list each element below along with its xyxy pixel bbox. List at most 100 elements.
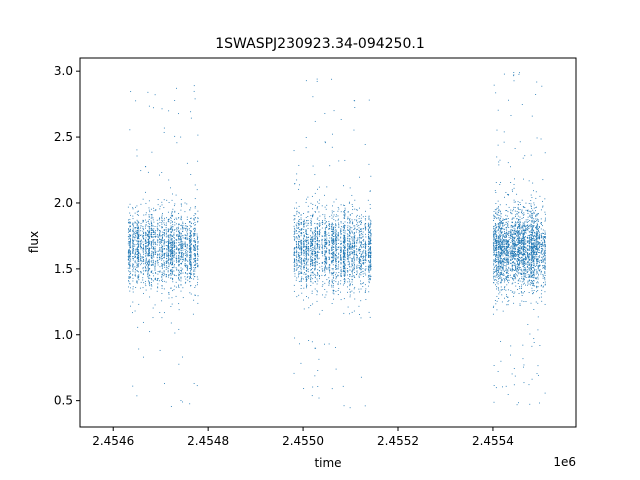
data-point [145,261,147,263]
data-point [189,261,191,263]
data-point [349,284,351,286]
data-point [324,282,326,284]
data-point [340,240,342,242]
data-point [314,254,316,256]
data-point [194,242,196,243]
data-point [197,282,198,284]
data-point [189,246,191,248]
data-point [368,279,370,281]
data-point [182,261,184,263]
data-point [301,232,303,234]
data-point [190,267,192,269]
data-point [149,226,151,228]
data-point [322,270,324,272]
data-point [342,261,344,263]
data-point [358,232,360,234]
data-point [331,133,333,135]
data-point [182,244,184,246]
data-point [360,288,362,290]
data-point [154,231,156,233]
data-point [298,242,299,244]
data-point [175,295,177,297]
data-point [312,271,314,273]
data-point [178,235,180,237]
data-point [358,227,360,229]
data-point [326,279,328,281]
data-point [305,247,307,249]
data-point [495,182,497,183]
data-point [351,204,353,206]
data-point [163,260,165,262]
data-point [180,244,182,245]
data-point [499,245,501,247]
data-point [161,201,163,203]
data-point [142,232,144,234]
data-point [321,235,323,237]
data-point [161,259,163,261]
data-point [329,243,331,245]
data-point [155,272,156,274]
data-point [140,246,142,247]
data-point [175,194,177,196]
data-point [161,271,163,273]
data-point [298,219,300,220]
data-point [174,242,176,244]
data-point [328,256,330,258]
data-point [370,249,371,250]
data-point [189,245,190,247]
data-point [318,397,320,399]
data-point [343,211,345,212]
data-point [342,222,344,224]
data-point [324,232,326,234]
data-point [298,265,300,267]
data-point [130,259,132,261]
data-point [305,241,307,242]
data-point [335,239,337,241]
data-point [140,248,142,250]
data-point [495,261,497,263]
data-point [127,252,129,254]
data-point [368,269,370,271]
data-point [496,253,498,255]
data-point [298,280,300,282]
data-point [194,217,196,219]
data-point [300,233,302,234]
data-point [151,235,153,237]
data-point [356,248,358,250]
data-point [351,246,353,248]
data-point [325,294,327,296]
data-point [170,244,172,245]
data-point [354,254,356,256]
data-point [499,267,501,269]
data-point [164,229,166,231]
data-point [148,283,150,285]
data-point [498,218,500,220]
data-point [159,217,161,219]
data-point [314,252,316,254]
data-point [155,277,156,279]
data-point [173,265,175,267]
data-point [365,253,366,255]
data-point [137,242,139,244]
data-point [178,255,179,256]
data-point [194,224,196,226]
data-point [154,265,156,267]
data-point [188,239,190,241]
data-point [344,227,345,229]
data-point [157,264,159,266]
data-point [171,239,172,241]
data-point [499,275,501,277]
data-point [159,242,161,244]
data-point [129,240,131,242]
data-point [300,257,302,259]
data-point [168,248,170,250]
data-point [342,250,344,252]
data-point [369,277,371,279]
data-point [171,199,173,201]
data-point [167,268,169,270]
data-point [495,211,497,213]
data-point [493,230,495,232]
data-point [495,246,496,248]
data-point [324,266,326,268]
data-point [337,235,339,237]
